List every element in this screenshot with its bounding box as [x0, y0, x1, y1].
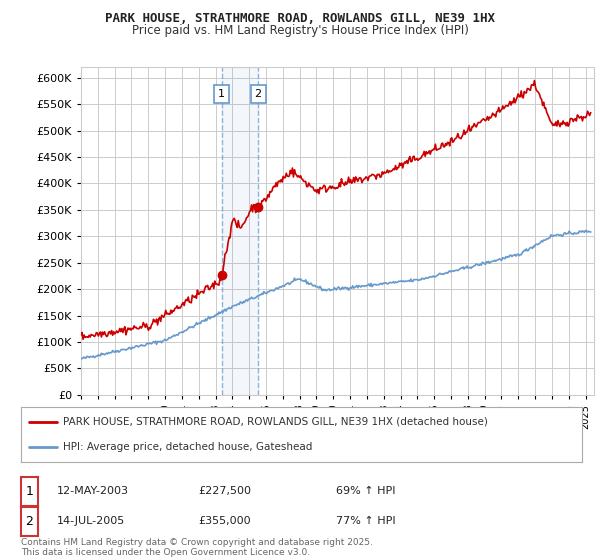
- Text: HPI: Average price, detached house, Gateshead: HPI: Average price, detached house, Gate…: [63, 442, 313, 452]
- Text: £227,500: £227,500: [198, 486, 251, 496]
- Text: 12-MAY-2003: 12-MAY-2003: [57, 486, 129, 496]
- Text: 1: 1: [218, 88, 225, 99]
- Text: 2: 2: [25, 515, 34, 528]
- Text: Price paid vs. HM Land Registry's House Price Index (HPI): Price paid vs. HM Land Registry's House …: [131, 24, 469, 36]
- Text: 69% ↑ HPI: 69% ↑ HPI: [336, 486, 395, 496]
- Text: £355,000: £355,000: [198, 516, 251, 526]
- Text: 2: 2: [254, 88, 262, 99]
- Text: 14-JUL-2005: 14-JUL-2005: [57, 516, 125, 526]
- Text: 77% ↑ HPI: 77% ↑ HPI: [336, 516, 395, 526]
- Bar: [221, 67, 258, 395]
- Text: 1: 1: [25, 484, 34, 498]
- Text: PARK HOUSE, STRATHMORE ROAD, ROWLANDS GILL, NE39 1HX (detached house): PARK HOUSE, STRATHMORE ROAD, ROWLANDS GI…: [63, 417, 488, 427]
- Text: Contains HM Land Registry data © Crown copyright and database right 2025.
This d: Contains HM Land Registry data © Crown c…: [21, 538, 373, 557]
- Text: PARK HOUSE, STRATHMORE ROAD, ROWLANDS GILL, NE39 1HX: PARK HOUSE, STRATHMORE ROAD, ROWLANDS GI…: [105, 12, 495, 25]
